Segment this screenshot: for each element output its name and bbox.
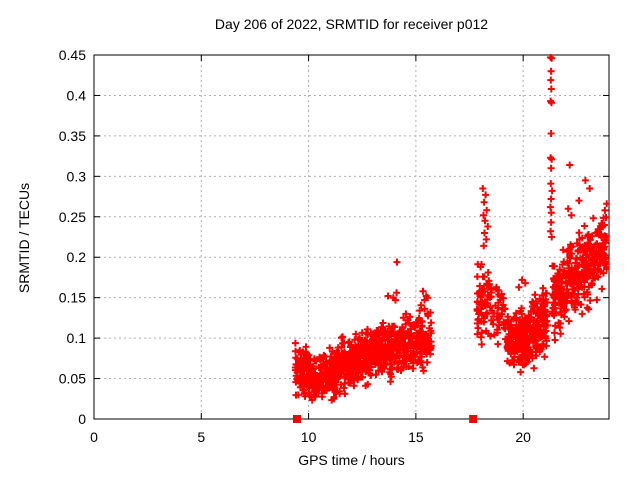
x-tick-label: 0 [90,429,98,445]
y-tick-label: 0.15 [59,290,86,306]
x-tick-label: 10 [301,429,317,445]
grid-lines [94,55,609,419]
baseline-square-marker [469,415,478,423]
scatter-points [291,54,609,404]
y-tick-label: 0.35 [59,128,86,144]
x-tick-label: 5 [197,429,205,445]
chart-title: Day 206 of 2022, SRMTID for receiver p01… [214,16,489,32]
tick-labels: 0 5 10 15 20 0 0.05 0.1 0.15 0.2 0.25 0.3 0.35 0.4 0.4… [59,47,531,445]
y-tick-label: 0 [78,411,86,427]
x-tick-label: 20 [515,429,531,445]
x-axis-label: GPS time / hours [298,452,405,468]
y-tick-label: 0.4 [67,87,87,103]
y-tick-label: 0.25 [59,209,86,225]
y-tick-label: 0.2 [67,249,87,265]
y-axis-label: SRMTID / TECUs [16,182,32,294]
y-tick-label: 0.05 [59,371,86,387]
baseline-markers [292,415,478,423]
y-tick-label: 0.1 [67,330,87,346]
y-tick-label: 0.3 [67,168,87,184]
y-tick-label: 0.45 [59,47,86,63]
x-tick-label: 15 [408,429,424,445]
baseline-square-marker [292,415,301,423]
